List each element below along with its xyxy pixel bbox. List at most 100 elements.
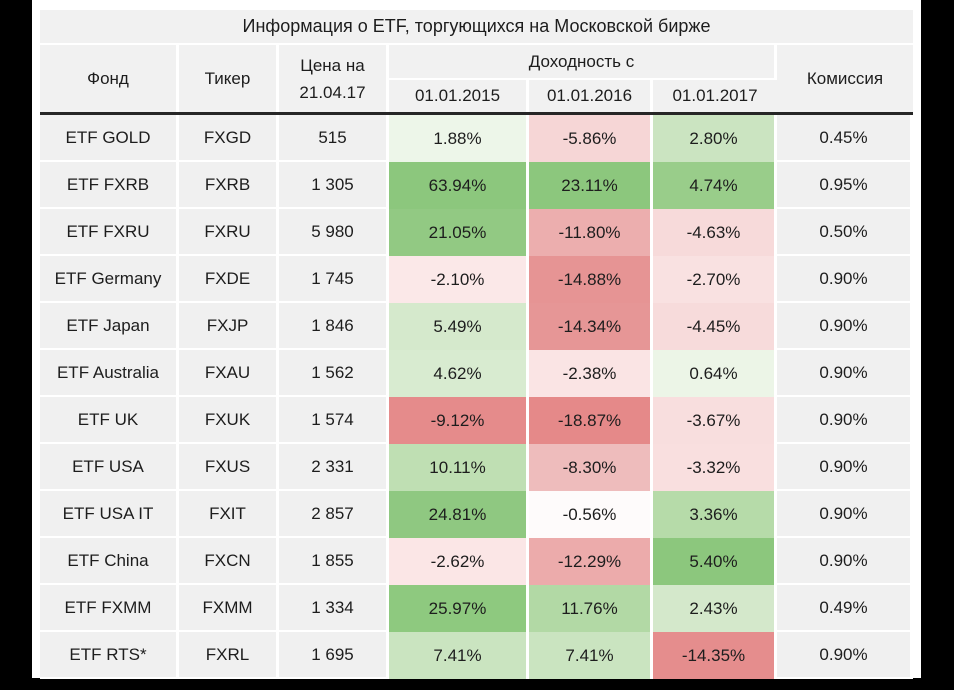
price-cell: 2 331 (279, 444, 389, 491)
fund-cell: ETF FXRB (40, 162, 179, 209)
table-row: ETF UK FXUK 1 574 -9.12% -18.87% -3.67% 0.90% (40, 397, 914, 444)
fund-cell: ETF RTS* (40, 632, 179, 679)
black-frame-right (921, 0, 954, 690)
return-2015-cell: 7.41% (389, 632, 529, 679)
col-header-fund: Фонд (40, 45, 179, 112)
return-2017-cell: 5.40% (653, 538, 777, 585)
commission-cell: 0.90% (777, 350, 914, 397)
return-2016-cell: 7.41% (529, 632, 653, 679)
return-2017-cell: 2.80% (653, 115, 777, 162)
ticker-cell: FXDE (179, 256, 279, 303)
return-2016-cell: -12.29% (529, 538, 653, 585)
table-title: Информация о ETF, торгующихся на Московс… (40, 10, 914, 45)
table-container: Информация о ETF, торгующихся на Московс… (40, 10, 914, 679)
table-row: ETF FXRB FXRB 1 305 63.94% 23.11% 4.74% 0.95% (40, 162, 914, 209)
fund-cell: ETF USA IT (40, 491, 179, 538)
fund-cell: ETF Germany (40, 256, 179, 303)
table-row: ETF FXRU FXRU 5 980 21.05% -11.80% -4.63% 0.50… (40, 209, 914, 256)
return-2015-cell: 4.62% (389, 350, 529, 397)
ticker-cell: FXRU (179, 209, 279, 256)
table-row: ETF GOLD FXGD 515 1.88% -5.86% 2.80% 0.45% (40, 115, 914, 162)
col-header-date-2015: 01.01.2015 (389, 80, 529, 112)
ticker-cell: FXRB (179, 162, 279, 209)
return-2015-cell: 21.05% (389, 209, 529, 256)
return-2016-cell: -14.34% (529, 303, 653, 350)
commission-cell: 0.90% (777, 444, 914, 491)
price-cell: 1 574 (279, 397, 389, 444)
return-2017-cell: -14.35% (653, 632, 777, 679)
return-2015-cell: 63.94% (389, 162, 529, 209)
ticker-cell: FXUS (179, 444, 279, 491)
return-2016-cell: -0.56% (529, 491, 653, 538)
commission-cell: 0.90% (777, 397, 914, 444)
header-divider-line (40, 112, 914, 115)
return-2017-cell: -3.32% (653, 444, 777, 491)
col-header-commission: Комиссия (777, 45, 914, 112)
col-header-price: Цена на 21.04.17 (279, 45, 389, 112)
commission-cell: 0.90% (777, 538, 914, 585)
ticker-cell: FXCN (179, 538, 279, 585)
ticker-cell: FXMM (179, 585, 279, 632)
ticker-cell: FXIT (179, 491, 279, 538)
table-row: ETF Australia FXAU 1 562 4.62% -2.38% 0.64% 0.… (40, 350, 914, 397)
table-row: ETF FXMM FXMM 1 334 25.97% 11.76% 2.43% 0.49% (40, 585, 914, 632)
return-2017-cell: -4.45% (653, 303, 777, 350)
price-header-line1: Цена на (300, 55, 365, 75)
fund-cell: ETF FXMM (40, 585, 179, 632)
return-2016-cell: -11.80% (529, 209, 653, 256)
return-2015-cell: 24.81% (389, 491, 529, 538)
commission-cell: 0.95% (777, 162, 914, 209)
black-frame-bottom (0, 678, 954, 690)
return-2017-cell: 2.43% (653, 585, 777, 632)
fund-cell: ETF USA (40, 444, 179, 491)
ticker-cell: FXRL (179, 632, 279, 679)
table-row: ETF China FXCN 1 855 -2.62% -12.29% 5.40% 0.90… (40, 538, 914, 585)
fund-cell: ETF Australia (40, 350, 179, 397)
return-2016-cell: 11.76% (529, 585, 653, 632)
table-row: ETF USA FXUS 2 331 10.11% -8.30% -3.32% 0.90% (40, 444, 914, 491)
return-2015-cell: 5.49% (389, 303, 529, 350)
price-cell: 1 305 (279, 162, 389, 209)
return-2015-cell: 1.88% (389, 115, 529, 162)
return-2017-cell: -3.67% (653, 397, 777, 444)
return-2016-cell: 23.11% (529, 162, 653, 209)
return-2016-cell: -2.38% (529, 350, 653, 397)
commission-cell: 0.50% (777, 209, 914, 256)
return-2017-cell: -4.63% (653, 209, 777, 256)
commission-cell: 0.90% (777, 256, 914, 303)
fund-cell: ETF GOLD (40, 115, 179, 162)
price-cell: 5 980 (279, 209, 389, 256)
black-frame-left (0, 0, 32, 690)
price-cell: 1 745 (279, 256, 389, 303)
return-2017-cell: 0.64% (653, 350, 777, 397)
table-row: ETF USA IT FXIT 2 857 24.81% -0.56% 3.36% 0.90… (40, 491, 914, 538)
commission-cell: 0.49% (777, 585, 914, 632)
return-2015-cell: -2.10% (389, 256, 529, 303)
return-2016-cell: -8.30% (529, 444, 653, 491)
fund-cell: ETF China (40, 538, 179, 585)
col-header-ticker: Тикер (179, 45, 279, 112)
etf-table: Информация о ETF, торгующихся на Московс… (40, 10, 914, 679)
commission-cell: 0.45% (777, 115, 914, 162)
commission-cell: 0.90% (777, 632, 914, 679)
price-cell: 1 562 (279, 350, 389, 397)
table-row: ETF RTS* FXRL 1 695 7.41% 7.41% -14.35% 0.90% (40, 632, 914, 679)
return-2015-cell: -9.12% (389, 397, 529, 444)
ticker-cell: FXAU (179, 350, 279, 397)
commission-cell: 0.90% (777, 303, 914, 350)
ticker-cell: FXGD (179, 115, 279, 162)
col-header-date-2016: 01.01.2016 (529, 80, 653, 112)
price-cell: 1 855 (279, 538, 389, 585)
col-header-returns-group: Доходность с (389, 45, 777, 80)
fund-cell: ETF FXRU (40, 209, 179, 256)
price-header-line2: 21.04.17 (299, 82, 366, 102)
return-2015-cell: -2.62% (389, 538, 529, 585)
ticker-cell: FXUK (179, 397, 279, 444)
return-2016-cell: -18.87% (529, 397, 653, 444)
price-cell: 2 857 (279, 491, 389, 538)
col-header-date-2017: 01.01.2017 (653, 80, 777, 112)
price-cell: 1 334 (279, 585, 389, 632)
table-row: ETF Germany FXDE 1 745 -2.10% -14.88% -2.70% 0… (40, 256, 914, 303)
table-row: ETF Japan FXJP 1 846 5.49% -14.34% -4.45% 0.90… (40, 303, 914, 350)
return-2016-cell: -5.86% (529, 115, 653, 162)
